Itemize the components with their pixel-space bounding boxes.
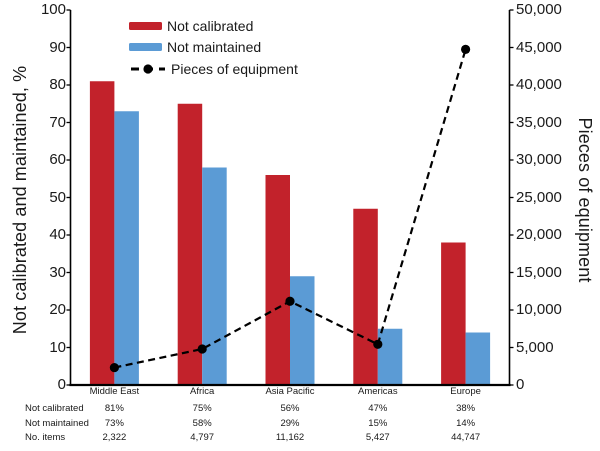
legend-item-pieces-of-equipment: Pieces of equipment <box>130 58 298 79</box>
table-value-not-calibrated-middle-east: 81% <box>104 403 124 414</box>
marker-pieces-of-equipment-middle-east <box>109 362 119 373</box>
table-value-no-items-africa: 4,797 <box>190 431 215 443</box>
table-value-not-maintained-asia-pacific: 29% <box>280 417 300 429</box>
marker-pieces-of-equipment-africa <box>197 344 207 354</box>
left-tick-label-10: 10 <box>49 338 66 356</box>
table-value-no-items-middle-east: 2,322 <box>102 431 127 443</box>
right-axis-title: Pieces of equipment <box>575 117 595 283</box>
right-tick-label-15000: 15,000 <box>516 263 562 281</box>
legend-item-not-calibrated: Not calibrated <box>129 15 253 36</box>
bar-not-calibrated-europe <box>441 242 466 385</box>
table-value-not-calibrated-africa: 75% <box>192 403 212 414</box>
marker-pieces-of-equipment-europe <box>461 44 471 54</box>
left-tick-label-20: 20 <box>49 301 66 318</box>
right-tick-label-50000: 50,000 <box>516 1 562 18</box>
left-tick-label-40: 40 <box>49 226 66 243</box>
left-tick-label-100: 100 <box>40 1 66 18</box>
bar-not-maintained-europe <box>465 332 491 385</box>
table-value-not-maintained-africa: 58% <box>192 417 212 429</box>
right-tick-label-25000: 25,000 <box>516 188 562 206</box>
bar-not-maintained-africa <box>202 167 227 385</box>
legend-item-not-maintained: Not maintained <box>129 37 261 58</box>
marker-pieces-of-equipment-americas <box>373 339 383 349</box>
category-label-africa: Africa <box>190 386 215 398</box>
legend-marker-pieces-of-equipment <box>131 63 165 74</box>
table-row-label-not-calibrated: Not calibrated <box>25 403 84 414</box>
table-value-not-calibrated-americas: 47% <box>368 403 388 414</box>
bar-not-maintained-americas <box>377 328 403 385</box>
table-value-no-items-europe: 44,747 <box>451 431 481 443</box>
legend-swatch-not-calibrated <box>129 21 162 30</box>
right-tick-label-45000: 45,000 <box>516 38 562 56</box>
left-tick-label-0: 0 <box>57 376 66 393</box>
right-tick-label-20000: 20,000 <box>516 226 562 243</box>
table-value-not-maintained-americas: 15% <box>368 417 388 429</box>
bar-not-calibrated-asia-pacific <box>265 175 290 385</box>
bar-not-maintained-middle-east <box>114 111 139 385</box>
table-row-label-not-maintained: Not maintained <box>25 417 89 429</box>
category-label-middle-east: Middle East <box>89 386 140 398</box>
bar-not-calibrated-americas <box>353 208 378 385</box>
left-tick-label-90: 90 <box>49 38 66 56</box>
right-tick-label-5000: 5,000 <box>516 338 554 356</box>
right-tick-label-30000: 30,000 <box>516 151 562 168</box>
legend-label-not-maintained: Not maintained <box>167 39 262 55</box>
bar-not-calibrated-africa <box>177 103 203 385</box>
bar-not-maintained-asia-pacific <box>290 276 315 385</box>
category-label-asia-pacific: Asia Pacific <box>265 386 315 398</box>
table-row-label-no-items: No. items <box>25 431 66 443</box>
left-tick-label-30: 30 <box>49 263 66 281</box>
bar-not-calibrated-middle-east <box>89 81 115 385</box>
right-tick-label-10000: 10,000 <box>516 301 562 318</box>
category-label-europe: Europe <box>450 386 481 398</box>
table-value-not-calibrated-asia-pacific: 56% <box>280 403 300 414</box>
left-tick-label-70: 70 <box>49 113 66 131</box>
table-value-not-maintained-middle-east: 73% <box>104 417 124 429</box>
category-label-americas: Americas <box>358 386 398 398</box>
table-value-not-maintained-europe: 14% <box>456 417 476 429</box>
table-value-no-items-asia-pacific: 11,162 <box>275 431 305 443</box>
legend-swatch-not-maintained <box>129 43 162 51</box>
right-tick-label-40000: 40,000 <box>516 76 562 93</box>
table-value-no-items-americas: 5,427 <box>365 431 390 443</box>
legend-label-pieces-of-equipment: Pieces of equipment <box>171 60 298 77</box>
right-tick-label-0: 0 <box>516 376 525 393</box>
legend-label-not-calibrated: Not calibrated <box>167 17 254 34</box>
table-value-not-calibrated-europe: 38% <box>456 403 476 414</box>
left-tick-label-80: 80 <box>49 76 66 93</box>
marker-pieces-of-equipment-asia-pacific <box>285 296 295 306</box>
left-tick-label-50: 50 <box>49 188 66 206</box>
left-tick-label-60: 60 <box>49 151 66 168</box>
right-tick-label-35000: 35,000 <box>516 113 562 131</box>
